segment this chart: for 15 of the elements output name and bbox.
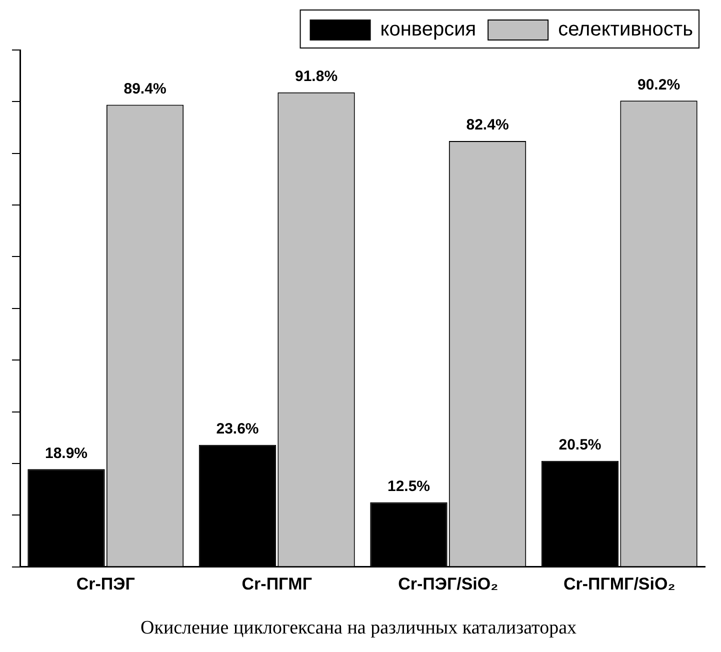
x-tick-label: Cr-ПГМГ/SiO₂ [563, 574, 676, 594]
data-label: 90.2% [637, 76, 680, 94]
legend-label: селективность [558, 18, 694, 41]
data-label: 12.5% [387, 478, 430, 495]
x-tick-label: Cr-ПГМГ [242, 574, 312, 594]
data-label: 20.5% [558, 436, 602, 454]
legend-label: конверсия [380, 18, 476, 41]
data-label: 23.6% [216, 420, 259, 438]
data-label: 82.4% [466, 116, 509, 134]
text: Окисление циклогексана на различных катализаторах [140, 618, 577, 639]
data-label: 89.4% [124, 80, 166, 98]
x-tick-label: Cr-ПЭГ [76, 574, 136, 594]
x-tick-label: Cr-ПЭГ/SiO₂ [398, 574, 498, 594]
data-label: 91.8% [294, 68, 338, 86]
data-label: 18.9% [44, 444, 88, 462]
